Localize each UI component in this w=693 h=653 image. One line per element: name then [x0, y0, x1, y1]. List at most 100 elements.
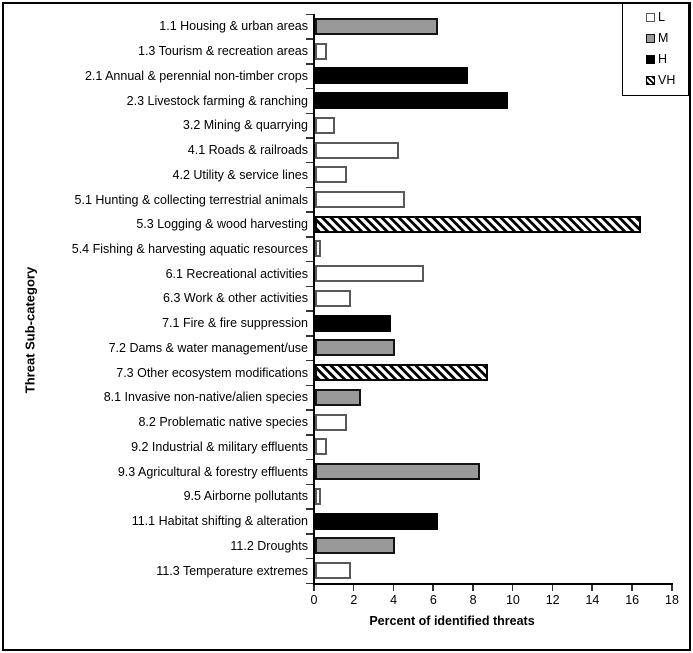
bar-l	[315, 141, 399, 159]
bar-m	[315, 463, 481, 481]
legend-item-L: L	[646, 10, 688, 24]
category-label: 3.2 Mining & quarrying	[182, 118, 308, 133]
x-tick-label: 8	[469, 593, 477, 607]
y-tick	[306, 458, 313, 461]
category-label: 2.1 Annual & perennial non-timber crops	[84, 68, 308, 83]
x-tick-label: 10	[505, 593, 520, 607]
y-tick	[306, 434, 313, 436]
category-label: 4.2 Utility & service lines	[172, 167, 308, 182]
x-tick-label: 6	[429, 593, 437, 607]
y-tick	[306, 285, 313, 288]
y-tick	[306, 557, 313, 560]
x-tick-label: 16	[625, 593, 640, 607]
x-tick	[392, 585, 395, 591]
legend-swatch-high-icon	[646, 54, 655, 64]
x-tick-label: 4	[390, 593, 398, 607]
bar-l	[315, 240, 321, 258]
bar-l	[315, 562, 351, 580]
bar-l	[315, 289, 351, 307]
legend-label: L	[658, 10, 665, 24]
bar-row	[315, 385, 673, 410]
category-label: 7.3 Other ecosystem modifications	[116, 365, 308, 380]
x-tick	[551, 585, 554, 591]
y-tick	[306, 87, 313, 90]
x-tick-label: 12	[545, 593, 560, 607]
bar-row	[315, 336, 673, 361]
legend: L M H VH	[622, 3, 689, 96]
bar-l	[315, 265, 425, 283]
x-tick	[313, 585, 315, 591]
bar-m	[315, 537, 395, 555]
x-tick	[671, 585, 673, 591]
y-tick	[306, 335, 313, 337]
bar-l	[315, 42, 327, 60]
category-label: 2.3 Livestock farming & ranching	[126, 93, 308, 108]
legend-item-H: H	[646, 52, 688, 66]
bar-row	[315, 14, 673, 39]
category-label: 1.3 Tourism & recreation areas	[138, 44, 308, 59]
bar-h	[315, 92, 508, 110]
y-tick	[306, 310, 313, 312]
y-tick	[306, 186, 313, 189]
y-tick	[306, 137, 313, 139]
y-tick	[306, 359, 313, 362]
y-tick	[306, 38, 313, 40]
bar-row	[315, 484, 673, 509]
bar-h	[315, 67, 469, 85]
bar-row	[315, 434, 673, 459]
x-tick-label: 14	[585, 593, 600, 607]
legend-swatch-very-high-icon	[646, 75, 655, 85]
x-tick	[511, 585, 514, 591]
legend-swatch-medium-icon	[646, 33, 655, 43]
x-tick-label: 2	[350, 593, 358, 607]
category-label: 9.2 Industrial & military effluents	[131, 439, 308, 454]
bar-h	[315, 512, 439, 530]
x-tick	[432, 585, 434, 591]
bar-row	[315, 509, 673, 534]
y-tick	[306, 260, 313, 263]
bar-vh	[315, 364, 488, 382]
y-tick	[306, 409, 313, 411]
category-label: 5.3 Logging & wood harvesting	[136, 217, 308, 232]
category-label: 11.1 Habitat shifting & alteration	[131, 514, 308, 529]
x-axis-tick-labels: 0 2 4 6 8 10 12 14 16 18	[311, 593, 681, 607]
bar-row	[315, 88, 673, 113]
bar-row	[315, 558, 673, 583]
bar-row	[315, 63, 673, 88]
y-tick	[306, 384, 313, 387]
category-labels: 1.1 Housing & urban areas 1.3 Tourism & r…	[0, 14, 308, 583]
y-tick	[306, 211, 313, 213]
bar-row	[315, 533, 673, 558]
legend-label: M	[658, 31, 669, 45]
category-label: 4.1 Roads & railroads	[187, 143, 308, 158]
legend-item-VH: VH	[646, 73, 688, 87]
category-label: 7.2 Dams & water management/use	[108, 340, 308, 355]
y-axis-ticks	[306, 13, 313, 584]
x-tick	[352, 585, 355, 591]
x-tick-label: 18	[665, 593, 679, 607]
legend-label: VH	[658, 73, 676, 87]
bar-l	[315, 438, 327, 456]
plot-area	[313, 14, 673, 585]
bar-h	[315, 314, 391, 332]
x-tick	[472, 585, 474, 591]
bar-row	[315, 113, 673, 138]
category-label: 11.3 Temperature extremes	[156, 563, 308, 578]
x-tick	[591, 585, 593, 591]
x-tick-label: 0	[310, 593, 318, 607]
category-label: 11.2 Droughts	[230, 538, 308, 553]
bar-vh	[315, 215, 642, 233]
category-label: 9.5 Airborne pollutants	[183, 489, 308, 504]
y-tick	[306, 13, 313, 15]
category-label: 6.1 Recreational activities	[165, 266, 308, 281]
category-label: 7.1 Fire & fire suppression	[162, 316, 308, 331]
category-label: 1.1 Housing & urban areas	[159, 19, 308, 34]
category-label: 8.2 Problematic native species	[138, 415, 308, 430]
category-label: 5.4 Fishing & harvesting aquatic resourc…	[71, 241, 308, 256]
bar-row	[315, 237, 673, 262]
bar-m	[315, 339, 395, 357]
y-tick	[306, 533, 313, 535]
category-label: 6.3 Work & other activities	[163, 291, 308, 306]
x-axis-title: Percent of identified threats	[369, 614, 535, 628]
